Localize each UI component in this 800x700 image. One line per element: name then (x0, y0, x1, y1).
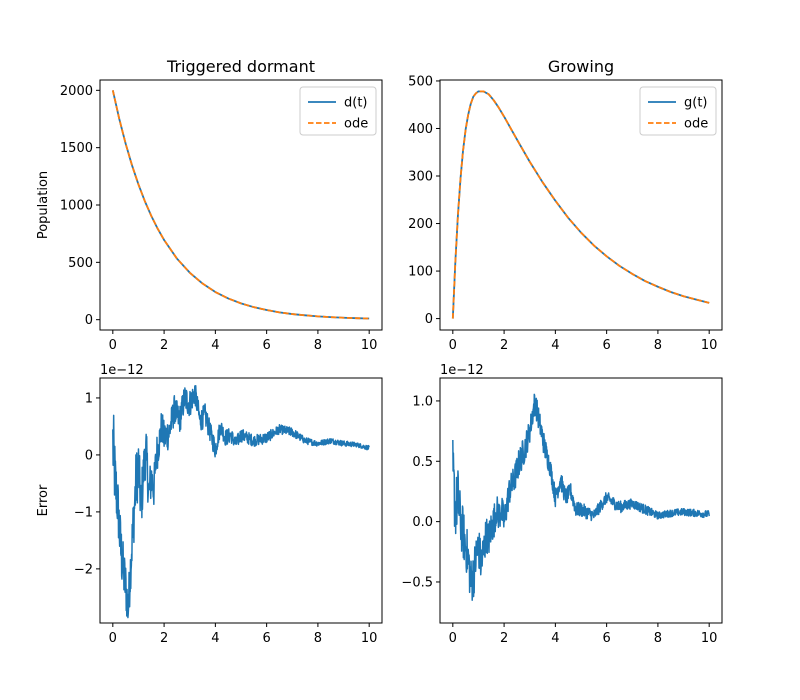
y-tick-label: 1500 (60, 141, 93, 156)
y-tick-label: −1 (74, 505, 93, 520)
x-tick-label: 10 (701, 631, 718, 646)
y-tick-label: −0.5 (401, 575, 433, 590)
y-tick-label: 1000 (60, 199, 93, 214)
legend-label: d(t) (344, 96, 368, 111)
x-tick-label: 6 (602, 631, 610, 646)
y-tick-label: 100 (408, 265, 433, 280)
chart-panel-1: 0 2 4 6 8 10 0 500 1000 1500 2000 Triggered dormant… (36, 57, 383, 353)
plot-area (112, 385, 370, 619)
x-tick-label: 8 (654, 338, 662, 353)
y-tick-label: 500 (68, 256, 93, 271)
chart-panel-4: 0 2 4 6 8 10 −0.5 0.0 0.5 1.0 1e−12 (401, 363, 723, 646)
x-tick-label: 4 (211, 338, 219, 353)
x-tick-label: 8 (314, 338, 322, 353)
x-tick-label: 0 (449, 631, 457, 646)
y-tick-label: 0.0 (412, 515, 433, 530)
x-tick-label: 10 (361, 338, 378, 353)
x-tick-label: 4 (211, 631, 219, 646)
y-tick-label: 0 (85, 448, 93, 463)
x-tick-label: 2 (160, 631, 168, 646)
y-tick-label: −2 (74, 562, 93, 577)
axis-offset-label: 1e−12 (440, 363, 484, 378)
y-tick-label: 0.5 (412, 455, 433, 470)
x-tick-label: 0 (109, 631, 117, 646)
y-tick-label: 1 (85, 391, 93, 406)
chart-title: Growing (548, 57, 614, 76)
x-tick-label: 2 (500, 338, 508, 353)
x-tick-label: 4 (551, 631, 559, 646)
y-tick-label: 300 (408, 170, 433, 185)
axes-frame (99, 377, 383, 624)
series-line-ode-2 (451, 90, 710, 319)
legend-label: g(t) (684, 96, 708, 111)
x-tick-label: 0 (109, 338, 117, 353)
legend: g(t) ode (639, 86, 717, 136)
x-tick-label: 6 (262, 338, 270, 353)
x-tick-label: 6 (602, 338, 610, 353)
x-tick-label: 0 (449, 338, 457, 353)
chart-title: Triggered dormant (166, 57, 315, 76)
axis-offset-label: 1e−12 (100, 363, 144, 378)
plot-area (451, 90, 710, 319)
series-line-error-1 (452, 393, 710, 601)
legend-label: ode (344, 117, 368, 132)
y-tick-label: 2000 (60, 84, 93, 99)
chart-panel-3: 0 2 4 6 8 10 −2 −1 0 1 Error 1e−12 (36, 363, 383, 646)
x-tick-label: 8 (654, 631, 662, 646)
y-axis-label: Error (36, 484, 51, 516)
series-line-error-1 (112, 385, 370, 619)
axes-frame (439, 377, 723, 624)
axes-frame (439, 79, 723, 331)
series-line-ode-2 (111, 90, 370, 320)
y-tick-label: 200 (408, 217, 433, 232)
plot-area (111, 90, 370, 320)
y-axis-label: Population (36, 171, 51, 239)
legend: d(t) ode (299, 86, 377, 136)
x-tick-label: 4 (551, 338, 559, 353)
y-tick-label: 400 (408, 122, 433, 137)
x-tick-label: 10 (361, 631, 378, 646)
x-tick-label: 2 (160, 338, 168, 353)
legend-label: ode (684, 117, 708, 132)
x-tick-label: 10 (701, 338, 718, 353)
y-tick-label: 0 (85, 313, 93, 328)
y-tick-label: 1.0 (412, 394, 433, 409)
y-tick-label: 500 (408, 74, 433, 89)
x-tick-label: 2 (500, 631, 508, 646)
x-tick-label: 6 (262, 631, 270, 646)
y-tick-label: 0 (425, 312, 433, 327)
plot-area (452, 393, 710, 601)
x-tick-label: 8 (314, 631, 322, 646)
